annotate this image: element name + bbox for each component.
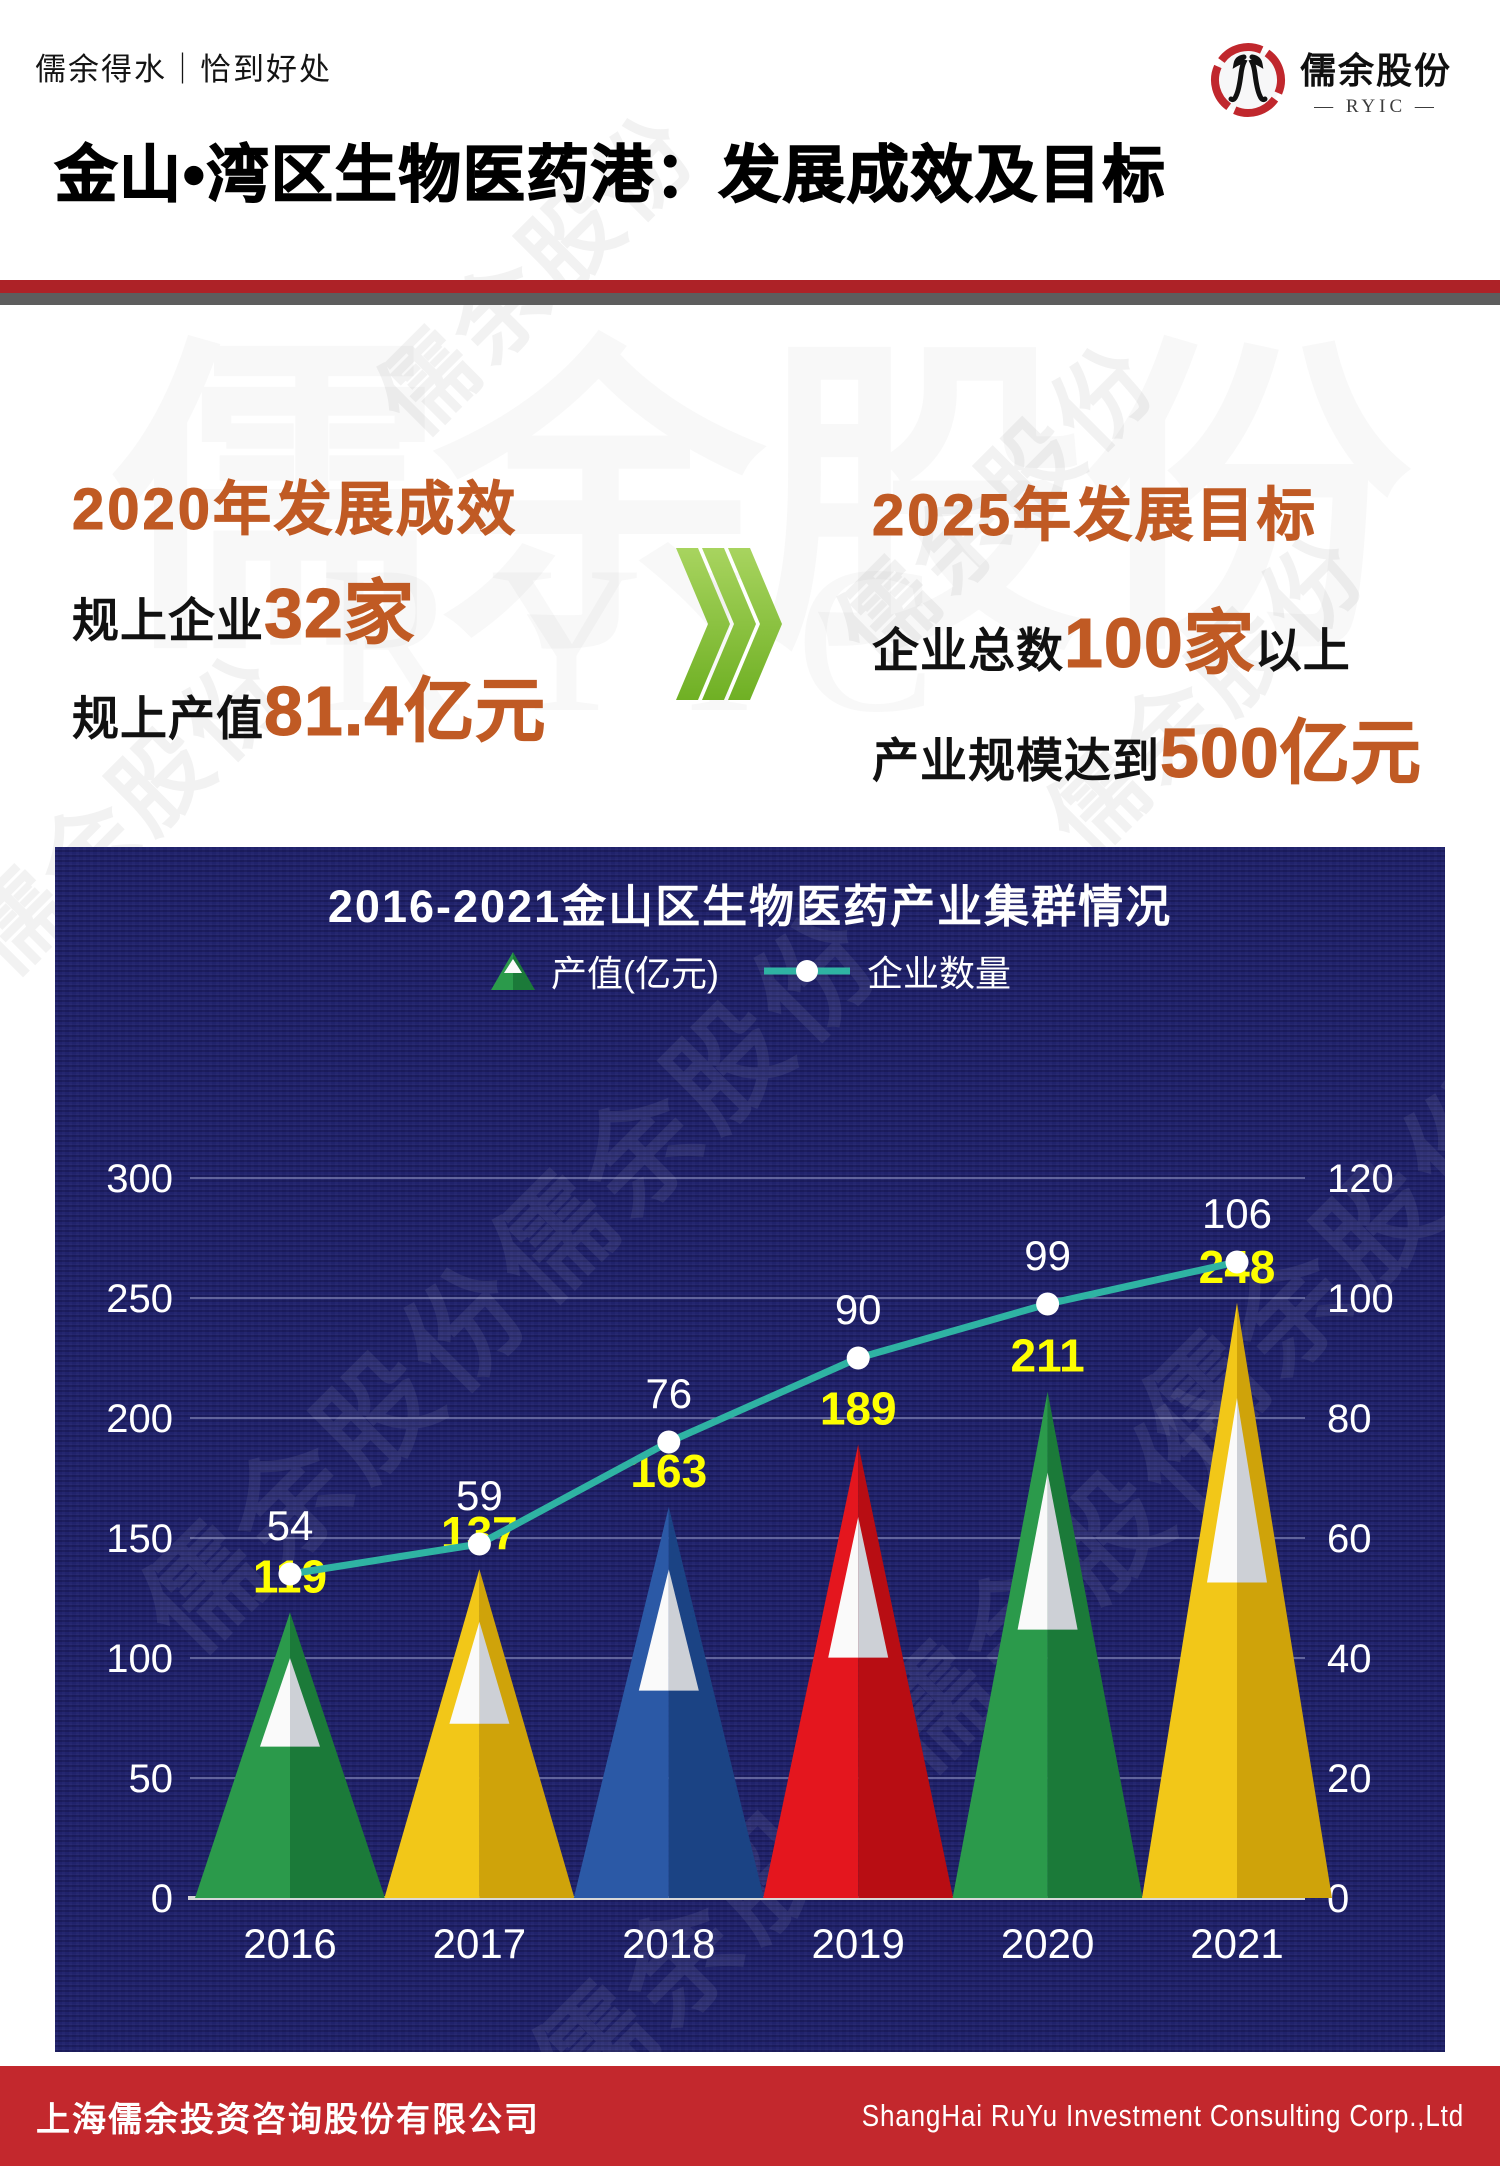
stat-segment: 500亿元: [1160, 714, 1422, 792]
page-title: 金山•湾区生物医药港：发展成效及目标: [54, 140, 1167, 211]
stat-row-2020-companies: 规上企业 32家: [72, 578, 415, 651]
stat-segment: 81.4亿元: [263, 672, 547, 750]
footer-company-cn: 上海儒余投资咨询股份有限公司: [36, 2100, 540, 2139]
stat-row-2025-scale: 产业规模达到 500亿元: [872, 718, 1422, 791]
heading-2025: 2025年发展目标: [871, 483, 1319, 549]
chart-plot: 0501001502002503000204060801001201191371…: [106, 1157, 1394, 1967]
chart-title: 2016-2021金山区生物医药产业集群情况: [327, 881, 1173, 932]
triangle-legend-icon: [491, 952, 535, 990]
logo-subtitle: — RYIC —: [1314, 96, 1438, 117]
company-logo: 儒余股份 — RYIC —: [1208, 40, 1452, 120]
svg-text:59: 59: [456, 1472, 503, 1519]
logo-ring-icon: [1210, 43, 1285, 117]
line-legend-icon: [763, 960, 850, 982]
legend-item-count: 企业数量: [761, 945, 1011, 997]
svg-text:2017: 2017: [433, 1920, 526, 1967]
svg-text:90: 90: [835, 1286, 882, 1333]
svg-text:189: 189: [820, 1382, 897, 1434]
chart-plot-area: 0501001502002503000204060801001201191371…: [55, 847, 1445, 2052]
svg-text:40: 40: [1327, 1637, 1372, 1681]
svg-text:300: 300: [106, 1157, 173, 1201]
divider-gray: [0, 293, 1500, 305]
heading-2020: 2020年发展成效: [71, 477, 519, 543]
svg-text:2020: 2020: [1001, 1920, 1094, 1967]
svg-text:106: 106: [1202, 1190, 1272, 1237]
chart-legend: 产值(亿元) 企业数量: [55, 945, 1445, 997]
chart-panel: 儒余股份 儒余股份 儒余股份 儒余股份 儒余股份 2016-2021金山区生物医…: [55, 847, 1445, 2052]
svg-text:0: 0: [151, 1877, 173, 1921]
stat-segment: 32家: [264, 574, 415, 652]
stat-segment: 100家: [1064, 604, 1255, 682]
triple-chevron-right-icon: [676, 548, 782, 700]
brand-slogan: 儒余得水｜恰到好处: [35, 52, 332, 87]
footer-bar: 上海儒余投资咨询股份有限公司 ShangHai RuYu Investment …: [0, 2066, 1500, 2166]
stat-segment: 产业规模达到: [872, 734, 1160, 787]
svg-text:2019: 2019: [811, 1920, 904, 1967]
svg-text:60: 60: [1327, 1517, 1372, 1561]
legend-label: 产值(亿元): [551, 953, 719, 994]
svg-text:211: 211: [1010, 1330, 1084, 1382]
legend-item-output: 产值(亿元): [489, 945, 719, 997]
svg-text:100: 100: [106, 1637, 173, 1681]
svg-text:54: 54: [267, 1502, 314, 1549]
logo-name: 儒余股份: [1299, 51, 1452, 91]
svg-text:120: 120: [1327, 1157, 1394, 1201]
svg-text:50: 50: [129, 1757, 174, 1801]
svg-text:2018: 2018: [622, 1920, 715, 1967]
stat-segment: 规上产值: [72, 692, 264, 745]
legend-label: 企业数量: [866, 953, 1011, 994]
stat-segment: 规上企业: [72, 594, 264, 647]
svg-text:150: 150: [106, 1517, 173, 1561]
footer-company-en: ShangHai RuYu Investment Consulting Corp…: [861, 2098, 1464, 2133]
stat-row-2025-companies: 企业总数 100家 以上: [872, 608, 1351, 681]
svg-text:100: 100: [1327, 1277, 1394, 1321]
stat-segment: 企业总数: [872, 624, 1064, 677]
svg-text:99: 99: [1024, 1232, 1071, 1279]
svg-text:0: 0: [1327, 1877, 1349, 1921]
svg-text:250: 250: [106, 1277, 173, 1321]
svg-text:200: 200: [106, 1397, 173, 1441]
svg-text:20: 20: [1327, 1757, 1372, 1801]
divider-red: [0, 280, 1500, 293]
stat-segment: 以上: [1254, 624, 1351, 677]
watermark-diagonal: 儒余股份: [1027, 514, 1389, 875]
svg-text:76: 76: [645, 1370, 692, 1417]
svg-text:2016: 2016: [243, 1920, 336, 1967]
logo-text: 儒余股份 — RYIC —: [1300, 42, 1452, 118]
svg-text:2021: 2021: [1190, 1920, 1283, 1967]
stat-row-2020-output: 规上产值 81.4亿元: [72, 676, 546, 749]
svg-text:80: 80: [1327, 1397, 1372, 1441]
